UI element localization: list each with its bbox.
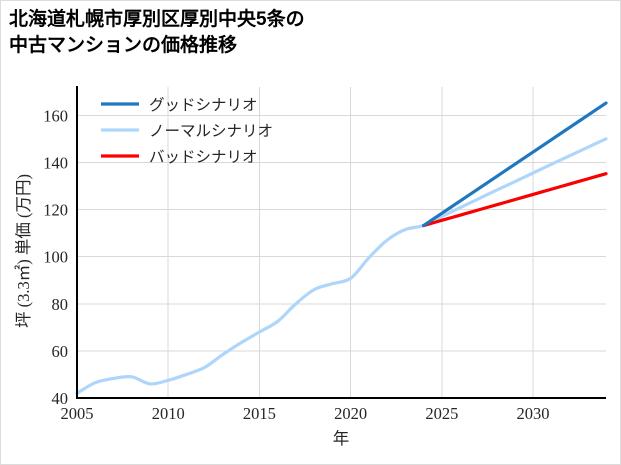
series-group: [75, 101, 608, 395]
x-tick-label: 2005: [61, 404, 94, 423]
x-tick-label: 2015: [243, 404, 276, 423]
y-tick-label: 80: [52, 295, 69, 314]
y-axis-tick-labels: 40 60 80 100 120 140 160: [43, 106, 68, 408]
chart-title-line-2: 中古マンションの価格推移: [9, 35, 238, 57]
x-tick-label: 2020: [334, 404, 367, 423]
y-tick-label: 120: [43, 201, 68, 220]
y-tick-label: 100: [43, 248, 68, 267]
series-line: [421, 101, 608, 228]
legend-label: バッドシナリオ: [149, 149, 258, 166]
series-line: [75, 137, 608, 395]
x-tick-label: 2010: [152, 404, 185, 423]
x-tick-label: 2025: [425, 404, 458, 423]
axis-spines-group: [75, 86, 606, 400]
legend-label: グッドシナリオ: [149, 96, 258, 114]
page-title: 北海道札幌市厚別区厚別中央5条の 中古マンションの価格推移: [9, 7, 609, 59]
y-tick-label: 160: [43, 106, 68, 125]
legend-label: ノーマルシナリオ: [149, 123, 273, 140]
x-axis-tick-labels: 2005 2010 2015 2020 2025 2030: [61, 404, 550, 423]
x-tick-label: 2030: [517, 404, 550, 423]
y-tick-label: 140: [43, 153, 68, 172]
series-line: [421, 172, 608, 228]
chart-title-line-1: 北海道札幌市厚別区厚別中央5条の: [9, 9, 305, 30]
y-tick-label: 40: [52, 389, 69, 408]
x-axis-title: 年: [333, 429, 350, 448]
y-axis-title: 坪 (3.3㎡) 単価 (万円): [14, 174, 33, 328]
y-tick-label: 60: [52, 342, 69, 361]
